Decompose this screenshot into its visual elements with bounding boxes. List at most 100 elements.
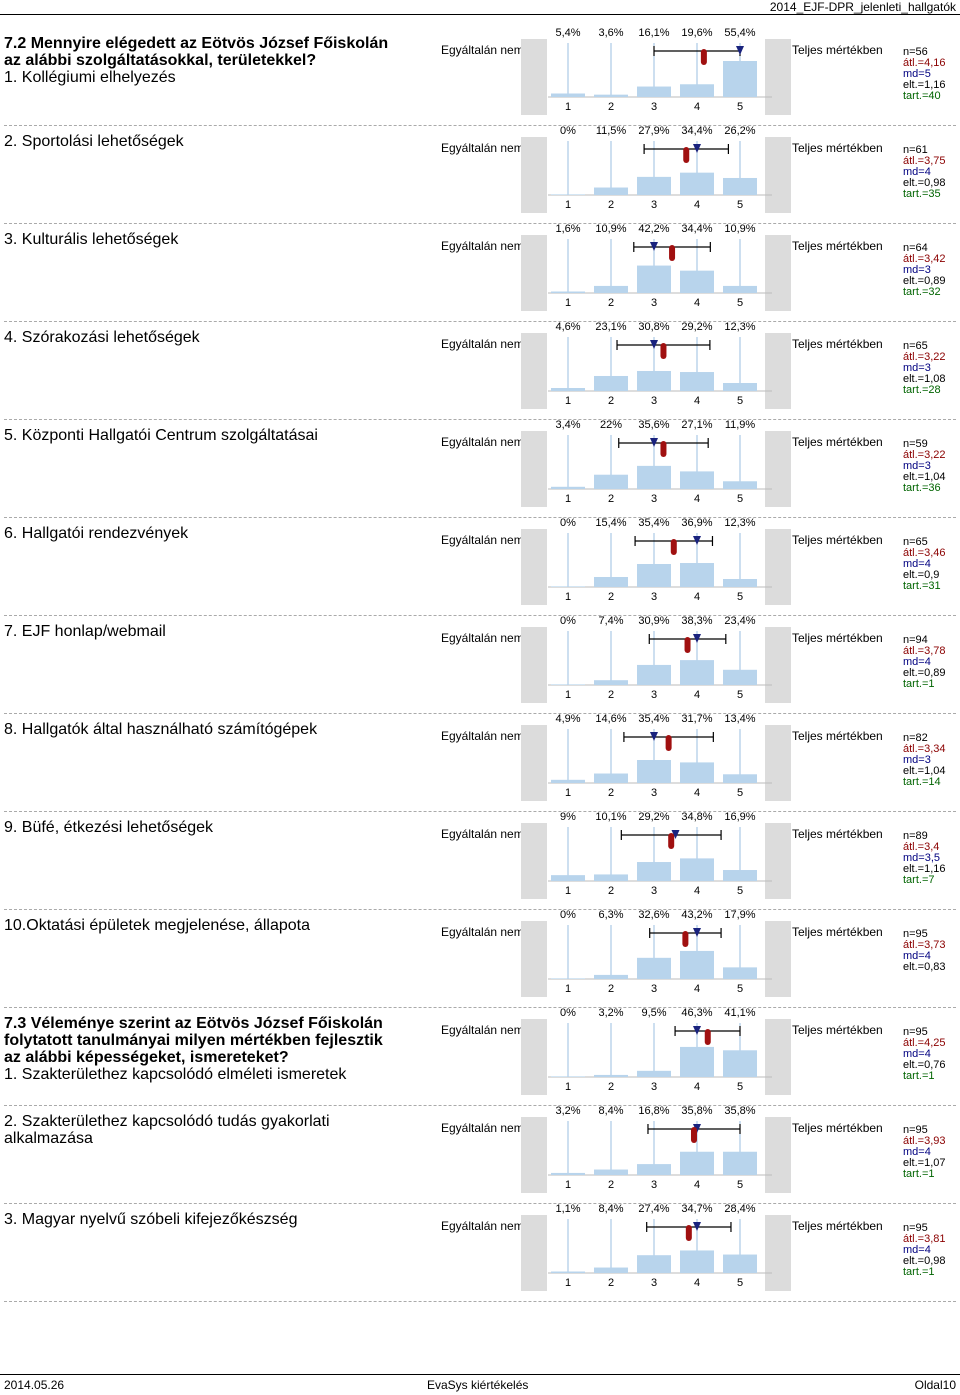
axis-number: 5 [736, 493, 744, 505]
row-divider [4, 1007, 956, 1008]
median-marker [736, 46, 744, 55]
percent-label: 34,4% [681, 223, 713, 235]
percent-label: 13,4% [724, 713, 756, 725]
percent-label: 7,4% [598, 615, 624, 627]
distribution-bar [723, 1151, 757, 1175]
axis-number: 1 [564, 1081, 572, 1093]
distribution-bar [594, 1169, 628, 1175]
axis-number: 4 [693, 101, 701, 113]
row-divider [4, 419, 956, 420]
stat-abstentions: tart.=1 [903, 1266, 935, 1278]
scale-high-label: Teljes mértékben [792, 337, 883, 351]
median-marker [693, 928, 701, 937]
stat-sd: elt.=0,98 [903, 177, 946, 189]
axis-number: 4 [693, 1081, 701, 1093]
distribution-bar [680, 270, 714, 293]
percent-label: 27,1% [681, 419, 713, 431]
stat-sd: elt.=0,76 [903, 1059, 946, 1071]
axis-number: 4 [693, 297, 701, 309]
axis-number: 1 [564, 493, 572, 505]
axis-number: 3 [650, 885, 658, 897]
question-text: 10.Oktatási épületek megjelenése, állapo… [4, 917, 404, 934]
stat-median: md=4 [903, 1048, 931, 1060]
question-text: 3. Kulturális lehetőségek [4, 231, 404, 248]
axis-number: 3 [650, 101, 658, 113]
document-header: 2014_EJF-DPR_jelenleti_hallgatók [769, 0, 956, 14]
stat-abstentions: tart.=7 [903, 874, 935, 886]
stat-sd: elt.=1,04 [903, 471, 946, 483]
axis-number: 2 [607, 1179, 615, 1191]
question-row: 9. Büfé, étkezési lehetőségek Egyáltalán … [0, 811, 960, 909]
scale-low-label: Egyáltalán nem [441, 141, 524, 155]
percent-label: 23,4% [724, 615, 756, 627]
no-answer-bar-right [765, 823, 791, 899]
stats-block: n=89 átl.=3,4 md=3,5 elt.=1,16 tart.=7 [903, 831, 946, 886]
stat-abstentions: tart.=36 [903, 482, 941, 494]
axis-number: 4 [693, 787, 701, 799]
percent-label: 28,4% [724, 1203, 756, 1215]
axis-number: 5 [736, 395, 744, 407]
section-title: 7.2 Mennyire elégedett az Eötvös József … [4, 35, 389, 69]
distribution-bar [594, 773, 628, 783]
percent-label: 17,9% [724, 909, 756, 921]
scale-low-label: Egyáltalán nem [441, 239, 524, 253]
question-text: 2. Szakterülethez kapcsolódó tudás gyako… [4, 1113, 404, 1147]
distribution-chart [548, 435, 772, 490]
distribution-bar [680, 563, 714, 587]
axis-number: 5 [736, 983, 744, 995]
percent-label: 35,4% [638, 713, 670, 725]
distribution-bar [723, 481, 757, 489]
mean-marker [690, 1127, 697, 1143]
stat-mean: átl.=3,22 [903, 449, 946, 461]
stat-abstentions: tart.=1 [903, 678, 935, 690]
scale-low-label: Egyáltalán nem [441, 925, 524, 939]
stat-median: md=3,5 [903, 852, 940, 864]
row-divider [4, 615, 956, 616]
mean-marker [682, 931, 689, 947]
axis-number: 4 [693, 1277, 701, 1289]
axis-number: 2 [607, 297, 615, 309]
median-marker [650, 438, 658, 447]
stat-abstentions: tart.=35 [903, 188, 941, 200]
scale-high-label: Teljes mértékben [792, 631, 883, 645]
axis-number: 4 [693, 395, 701, 407]
scale-high-label: Teljes mértékben [792, 141, 883, 155]
stat-mean: átl.=3,93 [903, 1135, 946, 1147]
percent-label: 30,9% [638, 615, 670, 627]
axis-number: 2 [607, 1277, 615, 1289]
stat-mean: átl.=4,16 [903, 57, 946, 69]
median-marker [671, 830, 680, 839]
row-divider [4, 811, 956, 812]
percent-label: 4,9% [555, 713, 581, 725]
distribution-bar [680, 950, 714, 979]
axis-number: 2 [607, 101, 615, 113]
percent-label: 34,4% [681, 125, 713, 137]
distribution-bar [723, 579, 757, 587]
scale-low-label: Egyáltalán nem [441, 631, 524, 645]
percent-label: 10,1% [595, 811, 627, 823]
distribution-bar [551, 779, 585, 783]
stats-block: n=94 átl.=3,78 md=4 elt.=0,89 tart.=1 [903, 635, 946, 690]
stat-sd: elt.=0,83 [903, 961, 946, 973]
percent-label: 29,2% [681, 321, 713, 333]
mean-marker [683, 147, 690, 163]
percent-label: 16,8% [638, 1105, 670, 1117]
percent-label: 5,4% [555, 27, 581, 39]
scale-high-label: Teljes mértékben [792, 1023, 883, 1037]
question-row: 10.Oktatási épületek megjelenése, állapo… [0, 909, 960, 1007]
stats-block: n=95 átl.=4,25 md=4 elt.=0,76 tart.=1 [903, 1027, 946, 1082]
percent-label: 31,7% [681, 713, 713, 725]
distribution-chart [548, 631, 772, 686]
question-row: 7.2 Mennyire elégedett az Eötvös József … [0, 27, 960, 125]
distribution-bar [637, 86, 671, 97]
question-row: 7.3 Véleménye szerint az Eötvös József F… [0, 1007, 960, 1105]
percent-label: 55,4% [724, 27, 756, 39]
stat-n: n=95 [903, 1026, 928, 1038]
stat-median: md=3 [903, 362, 931, 374]
percent-label: 42,2% [638, 223, 670, 235]
median-marker [650, 340, 658, 349]
distribution-chart [548, 141, 772, 196]
question-text: 9. Büfé, étkezési lehetőségek [4, 819, 404, 836]
distribution-bar [594, 187, 628, 195]
stat-n: n=82 [903, 732, 928, 744]
